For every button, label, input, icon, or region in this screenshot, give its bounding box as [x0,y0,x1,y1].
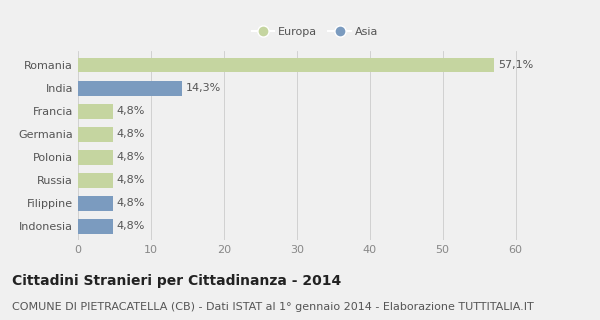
Text: 4,8%: 4,8% [116,129,145,139]
Text: COMUNE DI PIETRACATELLA (CB) - Dati ISTAT al 1° gennaio 2014 - Elaborazione TUTT: COMUNE DI PIETRACATELLA (CB) - Dati ISTA… [12,302,534,312]
Text: 4,8%: 4,8% [116,175,145,185]
Bar [78,104,113,118]
Bar [78,81,182,96]
Text: 4,8%: 4,8% [116,152,145,162]
Text: Cittadini Stranieri per Cittadinanza - 2014: Cittadini Stranieri per Cittadinanza - 2… [12,274,341,288]
Bar [78,150,113,164]
Text: 4,8%: 4,8% [116,106,145,116]
Bar [78,58,494,73]
Text: 57,1%: 57,1% [498,60,533,70]
Legend: Europa, Asia: Europa, Asia [247,23,383,42]
Bar [78,127,113,141]
Bar [78,173,113,188]
Text: 14,3%: 14,3% [186,83,221,93]
Bar [78,219,113,234]
Text: 4,8%: 4,8% [116,198,145,208]
Text: 4,8%: 4,8% [116,221,145,231]
Bar [78,196,113,211]
